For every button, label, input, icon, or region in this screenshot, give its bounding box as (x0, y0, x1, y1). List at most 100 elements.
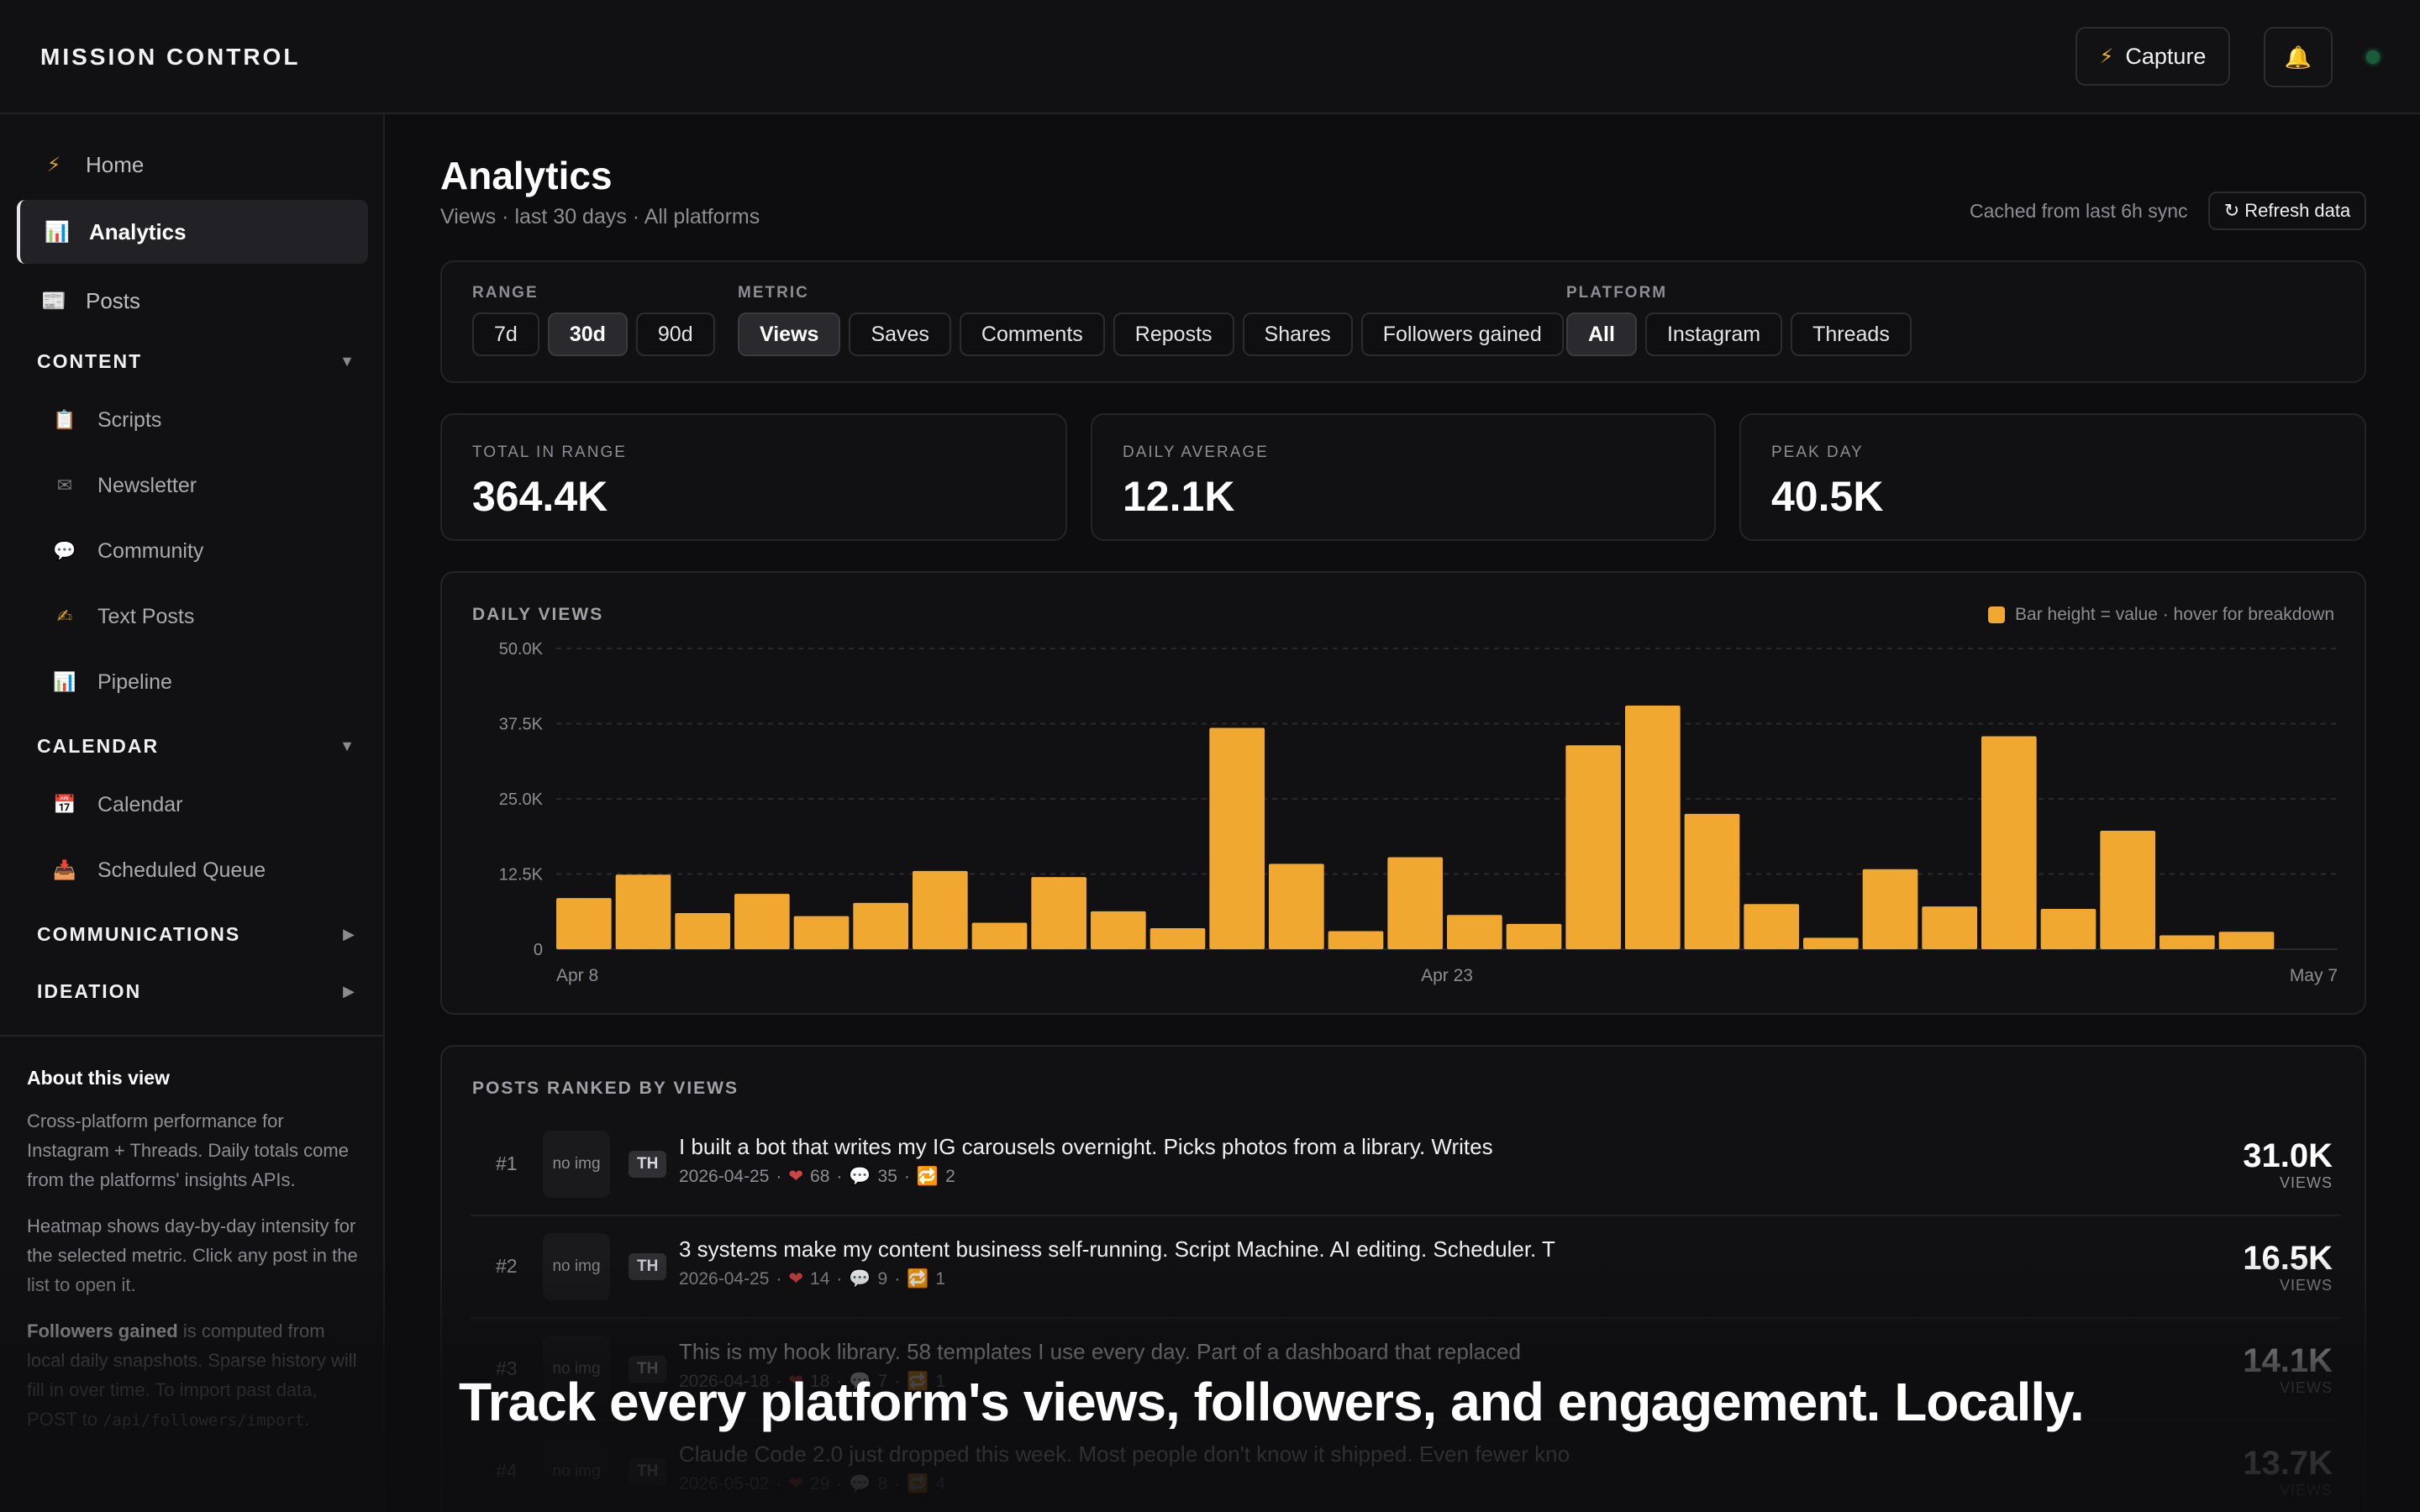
stat-label: PEAK DAY (1771, 444, 1864, 461)
platform-badge: TH (629, 1151, 667, 1178)
post-likes: 14 (810, 1268, 830, 1289)
chart-bar[interactable] (1447, 915, 1502, 949)
chart-bar[interactable] (1269, 864, 1324, 949)
platform-filter: PLATFORM All Instagram Threads (1566, 284, 1912, 356)
section-title: CALENDAR (37, 734, 160, 757)
sidebar-item-posts[interactable]: 📰 Posts (17, 269, 368, 333)
chat-icon: 💬 (53, 540, 76, 561)
chart-bar[interactable] (615, 874, 671, 949)
sidebar-item-analytics[interactable]: 📊 Analytics (17, 200, 368, 264)
refresh-data-button[interactable]: ↻ Refresh data (2208, 192, 2366, 230)
capture-label: Capture (2125, 43, 2207, 69)
sidebar-item-calendar[interactable]: 📅 Calendar (52, 780, 182, 830)
chart-bar[interactable] (1803, 937, 1859, 949)
section-toggle-ideation[interactable]: IDEATION ▶ (37, 974, 356, 1008)
calendar-icon: 📅 (53, 794, 76, 815)
chart-bar[interactable] (2218, 932, 2275, 949)
status-indicator-dot (2366, 50, 2380, 64)
chart-bar[interactable] (1625, 706, 1681, 949)
page-title: Analytics (440, 154, 613, 197)
about-title: About this view (27, 1067, 170, 1089)
cache-note: Cached from last 6h sync (1970, 200, 2188, 222)
stat-card-total: TOTAL IN RANGE 364.4K (440, 413, 1067, 541)
comment-icon: 💬 (849, 1268, 871, 1289)
sidebar-item-label: Text Posts (97, 604, 195, 628)
metric-chip-followers-gained[interactable]: Followers gained (1360, 312, 1564, 356)
notifications-button[interactable]: 🔔 (2264, 27, 2333, 87)
repost-icon: 🔁 (907, 1473, 929, 1494)
sidebar-item-text-posts[interactable]: ✍ Text Posts (52, 591, 195, 642)
platform-chip-instagram[interactable]: Instagram (1644, 312, 1783, 356)
metric-chip-comments[interactable]: Comments (959, 312, 1105, 356)
post-views-value: 16.5K (2243, 1240, 2333, 1277)
chart-bar[interactable] (734, 894, 790, 949)
chart-bar[interactable] (1209, 727, 1265, 949)
about-panel: About this view Cross-platform performan… (0, 1035, 383, 1512)
chart-bar[interactable] (1922, 906, 1977, 949)
clipboard-icon: 📋 (53, 409, 76, 430)
post-row[interactable]: #2 no img TH 3 systems make my content busi… (471, 1216, 2341, 1319)
metric-chip-shares[interactable]: Shares (1242, 312, 1353, 356)
sidebar-item-pipeline[interactable]: 📊 Pipeline (52, 657, 172, 707)
sidebar-item-home[interactable]: ⚡ Home (17, 133, 368, 197)
range-chip-30d[interactable]: 30d (547, 312, 628, 356)
repost-icon: 🔁 (907, 1268, 929, 1289)
x-tick-label: Apr 23 (1421, 966, 1473, 985)
post-meta: 2026-04-25 · ❤ 68 · 💬 35 · 🔁 2 (679, 1166, 955, 1187)
chart-bar[interactable] (1091, 911, 1146, 949)
chart-bar[interactable] (913, 870, 968, 949)
chart-bar[interactable] (1862, 869, 1918, 949)
chart-bar[interactable] (1031, 877, 1086, 949)
chart-bar[interactable] (2160, 935, 2215, 949)
metric-chip-views[interactable]: Views (738, 312, 841, 356)
chart-bar[interactable] (1565, 745, 1621, 949)
range-chip-90d[interactable]: 90d (635, 312, 715, 356)
chart-bar[interactable] (1150, 927, 1206, 949)
capture-button[interactable]: ⚡ Capture (2075, 27, 2230, 86)
bar-chart-icon: 📊 (45, 220, 70, 244)
ranked-title: POSTS RANKED BY VIEWS (472, 1079, 739, 1098)
metric-chip-saves[interactable]: Saves (849, 312, 951, 356)
chart-bar[interactable] (1387, 857, 1443, 949)
platform-chip-all[interactable]: All (1566, 312, 1637, 356)
chart-bar[interactable] (2040, 909, 2096, 949)
daily-views-chart-card: 0 12.5K 25.0K 37.5K 50.0K Apr 8 Apr 23 May 7 DA… (440, 571, 2366, 1015)
sidebar-item-label: Calendar (97, 792, 183, 816)
post-likes: 29 (810, 1473, 830, 1494)
post-comments: 35 (877, 1166, 897, 1186)
y-tick-label: 0 (534, 941, 543, 959)
chart-bar[interactable] (2100, 830, 2155, 949)
platform-badge: TH (629, 1253, 667, 1280)
chart-bar[interactable] (1506, 923, 1562, 949)
post-row[interactable]: #1 no img TH I built a bot that writes my I… (471, 1114, 2341, 1216)
chart-bar[interactable] (675, 913, 730, 949)
post-row[interactable]: #4 no img TH Claude Code 2.0 just dropped t… (471, 1421, 2341, 1512)
chart-bar[interactable] (1684, 813, 1740, 949)
sidebar-item-community[interactable]: 💬 Community (52, 526, 203, 576)
chart-bar[interactable] (1744, 904, 1799, 949)
chart-bar[interactable] (853, 902, 908, 949)
chart-bar[interactable] (971, 922, 1028, 949)
stat-card-peak-day: PEAK DAY 40.5K (1739, 413, 2366, 541)
section-toggle-calendar[interactable]: CALENDAR ▼ (37, 729, 356, 763)
range-chip-7d[interactable]: 7d (472, 312, 539, 356)
caret-right-icon: ▶ (343, 925, 356, 942)
stat-card-daily-average: DAILY AVERAGE 12.1K (1091, 413, 1716, 541)
sidebar-item-label: Posts (86, 287, 141, 313)
platform-chip-threads[interactable]: Threads (1791, 312, 1912, 356)
chart-bar[interactable] (1981, 736, 2037, 949)
chart-bar[interactable] (793, 916, 850, 949)
section-toggle-content[interactable]: CONTENT ▼ (37, 344, 356, 378)
post-date: 2026-04-25 (679, 1166, 770, 1186)
metric-chip-reposts[interactable]: Reposts (1113, 312, 1234, 356)
post-views-value: 31.0K (2243, 1137, 2333, 1174)
stat-value: 12.1K (1123, 473, 1235, 520)
chart-bar[interactable] (556, 898, 612, 949)
section-toggle-communications[interactable]: COMMUNICATIONS ▶ (37, 917, 356, 951)
sidebar-item-scripts[interactable]: 📋 Scripts (52, 395, 161, 445)
sidebar-item-scheduled-queue[interactable]: 📥 Scheduled Queue (52, 845, 266, 895)
post-meta: 2026-05-02 · ❤ 29 · 💬 8 · 🔁 4 (679, 1473, 946, 1494)
post-date: 2026-04-25 (679, 1268, 770, 1289)
sidebar-item-newsletter[interactable]: ✉ Newsletter (52, 460, 197, 511)
chart-bar[interactable] (1328, 931, 1384, 949)
